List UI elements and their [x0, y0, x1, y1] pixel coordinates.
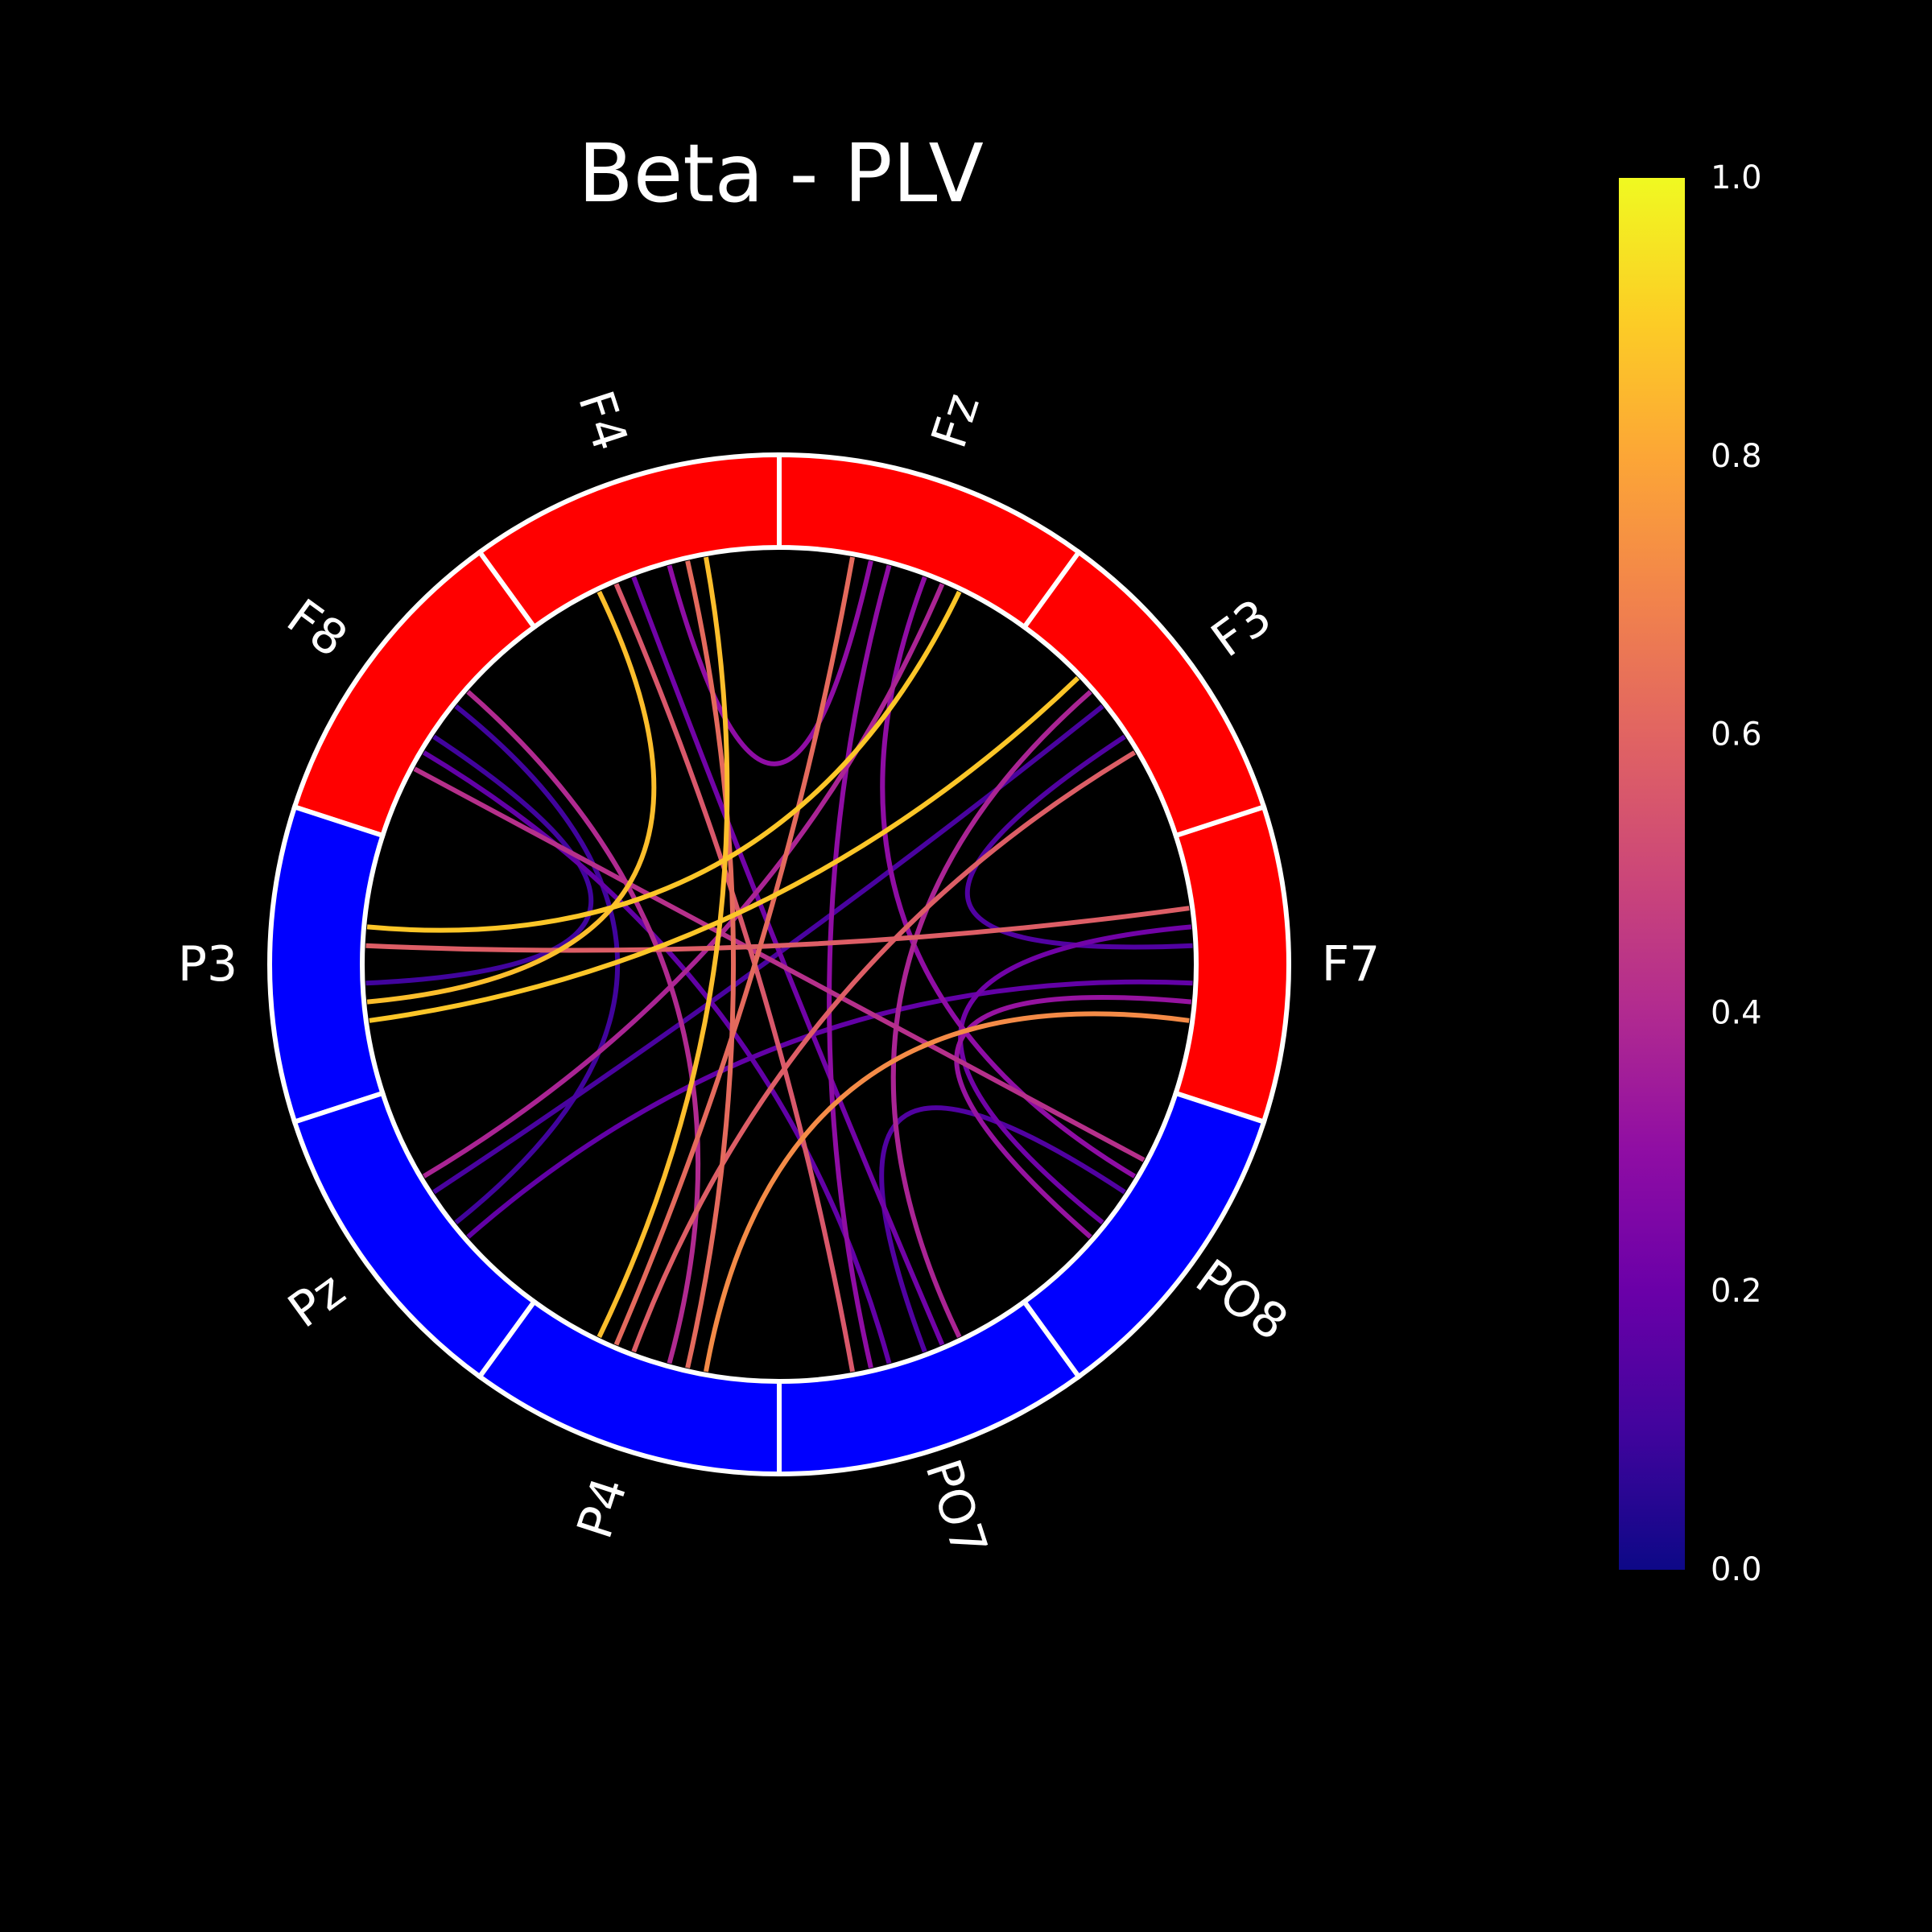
connection-PO7-PO8 [879, 1105, 1126, 1353]
connection-F3-P3 [369, 676, 1080, 1023]
connection-F3-PO7 [890, 690, 1092, 1339]
node-label-Fz: Fz [921, 386, 991, 454]
connection-Fz-F4 [667, 560, 873, 766]
connection-F3-F7 [964, 734, 1193, 950]
node-label-P3: P3 [178, 936, 237, 993]
connection-F8-P4 [466, 690, 701, 1364]
node-segment-Fz [777, 452, 1083, 631]
node-label-F3: F3 [1201, 588, 1282, 668]
connection-Fz-P3 [366, 590, 962, 933]
node-segment-F8 [291, 548, 538, 839]
connection-F7-PO8 [954, 995, 1192, 1239]
connection-Fz-P4 [613, 556, 855, 1346]
connection-F7-PO8 [958, 924, 1192, 1225]
colorbar: 0.0 0.2 0.4 0.6 0.8 1.0 [1619, 159, 1762, 1588]
connection-F3-P4 [631, 750, 1137, 1353]
colorbar-tick-label: 0.0 [1711, 1551, 1762, 1588]
chart-title: Beta - PLV [578, 126, 984, 221]
connection-F4-P3 [366, 590, 657, 1005]
colorbar-ticks: 0.0 0.2 0.4 0.6 0.8 1.0 [1711, 159, 1762, 1588]
node-label-F7: F7 [1322, 936, 1381, 993]
node-label-PO7: PO7 [914, 1453, 997, 1563]
connection-Fz-PO7 [827, 564, 892, 1368]
node-segment-F7 [1172, 803, 1291, 1125]
node-segment-PO7 [777, 1298, 1083, 1477]
connection-F8-PO8 [413, 766, 1146, 1162]
node-label-PO8: PO8 [1186, 1249, 1298, 1352]
colorbar-tick-label: 1.0 [1711, 159, 1762, 196]
connection-F7-P3 [365, 906, 1190, 953]
node-segment-P4 [476, 1298, 782, 1477]
colorbar-tick-label: 0.2 [1711, 1273, 1762, 1310]
colorbar-tick-label: 0.8 [1711, 438, 1762, 475]
node-label-Pz: Pz [279, 1261, 356, 1339]
connection-F8-PO7 [422, 750, 892, 1364]
connection-lines [365, 556, 1193, 1373]
connection-F4-PO7 [631, 576, 945, 1346]
connection-F7-P4 [704, 1011, 1190, 1373]
node-label-F4: F4 [567, 384, 638, 457]
connection-F3-Pz [432, 704, 1104, 1195]
node-label-P4: P4 [567, 1471, 639, 1545]
node-ring [267, 452, 1291, 1477]
node-segment-F4 [476, 452, 782, 631]
connection-F4-P4 [597, 556, 730, 1339]
node-label-F8: F8 [277, 588, 357, 668]
colorbar-tick-label: 0.4 [1711, 994, 1762, 1031]
node-segment-P3 [267, 803, 386, 1125]
colorbar-tick-label: 0.6 [1711, 716, 1762, 753]
node-segment-Pz [291, 1090, 538, 1381]
connection-F4-P4 [685, 560, 737, 1368]
connection-F7-Pz [466, 979, 1193, 1239]
connection-F4-PO7 [613, 583, 855, 1373]
colorbar-gradient [1619, 178, 1685, 1570]
node-segment-PO8 [1021, 1090, 1267, 1381]
